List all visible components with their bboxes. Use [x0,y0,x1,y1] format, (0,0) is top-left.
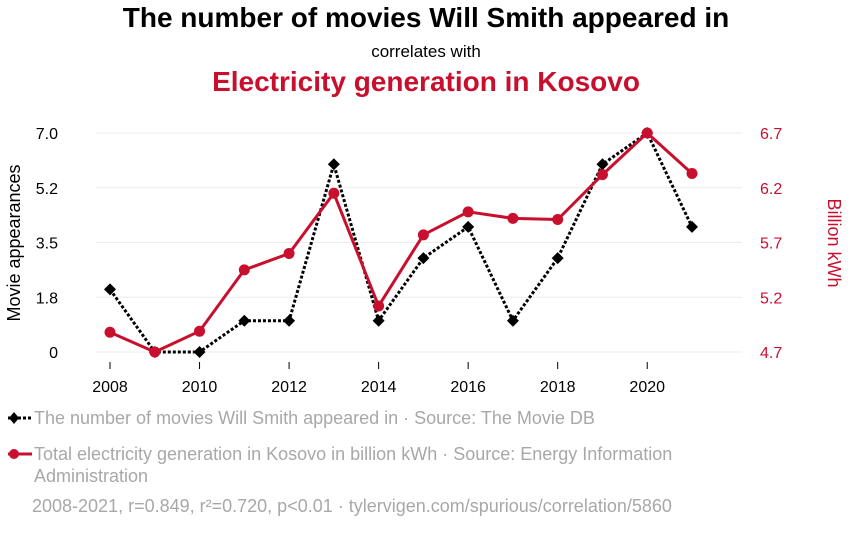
data-point-circle [462,206,474,218]
data-point-circle [552,214,564,226]
legend-item-movies: The number of movies Will Smith appeared… [6,407,734,429]
y-axis-right-label: Billion kWh [824,198,844,287]
data-point-circle [149,346,161,358]
x-tick-label: 2020 [629,379,665,396]
data-point-circle [194,325,206,337]
data-point-diamond [193,346,206,358]
data-point-circle [507,212,519,224]
data-point-circle [104,326,116,338]
data-point-circle [238,264,250,276]
y-left-tick-label: 1.8 [36,290,58,307]
x-tick-label: 2008 [92,379,128,396]
data-point-diamond [327,158,340,171]
y-left-tick-label: 5.2 [36,181,58,198]
data-point-diamond [551,252,564,265]
data-point-circle [373,300,385,312]
data-point-circle [328,187,340,199]
series-line-0 [108,131,694,354]
y-axis-left-label: Movie appearances [4,164,24,321]
data-point-diamond [104,283,116,296]
y-left-tick-label: 0 [49,345,58,362]
x-tick-label: 2014 [361,379,397,396]
y-left-tick-label: 3.5 [36,236,58,253]
y-right-tick-label: 5.2 [760,290,782,307]
data-point-diamond [462,220,475,233]
data-point-diamond [417,252,430,265]
data-point-diamond [283,314,296,327]
footer-stats: 2008-2021, r=0.849, r²=0.720, p<0.01 · t… [32,496,672,516]
dotted-line-diamond-icon [8,412,32,424]
data-point-circle [596,169,608,181]
x-tick-label: 2010 [182,379,218,396]
x-tick-label: 2018 [540,379,576,396]
data-point-circle [417,229,429,241]
series-line-1 [109,131,694,354]
legend-item-electricity: Total electricity generation in Kosovo i… [6,443,734,487]
y-right-tick-label: 6.2 [760,181,782,198]
y-right-tick-label: 5.7 [760,236,782,253]
y-right-tick-label: 4.7 [760,345,782,362]
data-point-diamond [238,314,251,327]
y-right-tick-label: 6.7 [760,126,782,143]
data-point-diamond [372,314,385,327]
data-point-diamond [596,158,609,171]
chart-title-secondary: Electricity generation in Kosovo [212,66,640,97]
y-left-tick-label: 7.0 [36,126,58,143]
data-point-circle [641,127,653,139]
data-point-circle [283,247,295,259]
legend-text-electricity: Total electricity generation in Kosovo i… [34,444,673,486]
chart-title: The number of movies Will Smith appeared… [122,2,730,33]
solid-line-circle-icon [8,449,32,459]
chart-subtitle: correlates with [371,42,481,61]
x-tick-label: 2016 [450,379,486,396]
data-point-diamond [506,314,519,327]
x-tick-label: 2012 [271,379,307,396]
data-point-diamond [686,220,698,233]
line-chart: Movie appearances Billion kWh 7.0 6.7 5.2 6… [4,126,844,396]
data-point-circle [686,168,698,180]
legend-text-movies: The number of movies Will Smith appeared… [34,408,595,428]
